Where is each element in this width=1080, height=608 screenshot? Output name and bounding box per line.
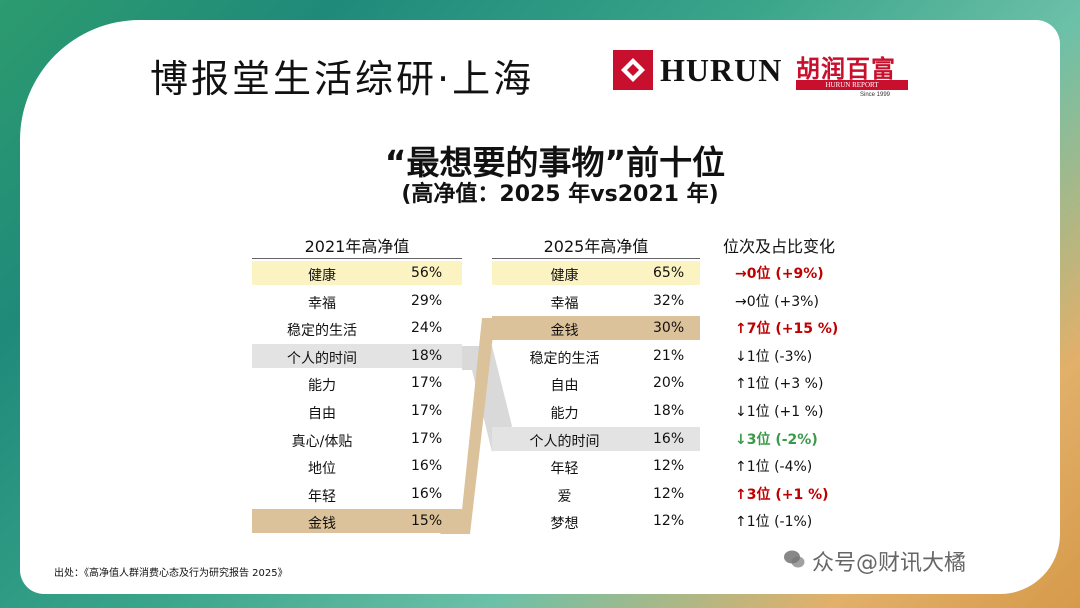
row-2025-label: 金钱 xyxy=(550,323,579,340)
row-2025-label: 健康 xyxy=(550,268,579,284)
row-2021-value: 17% xyxy=(411,430,443,447)
row-2025-label: 稳定的生活 xyxy=(529,350,600,367)
rule-2025 xyxy=(492,258,700,259)
connector-personal-time xyxy=(462,346,512,452)
row-2025-highlight xyxy=(492,261,700,285)
row-2021-label: 能力 xyxy=(308,378,336,395)
row-2025-value: 16% xyxy=(653,430,685,447)
watermark: 众号@财讯大橘 xyxy=(812,551,967,576)
wechat-icon xyxy=(784,550,805,568)
row-2021-label: 地位 xyxy=(308,461,336,478)
row-2021-label: 自由 xyxy=(308,406,336,422)
row-2021-label: 年轻 xyxy=(308,488,336,505)
hurun-wordmark: HURUN xyxy=(660,52,783,88)
row-2025-value: 21% xyxy=(653,347,685,364)
hurun-logo-icon xyxy=(613,50,653,90)
rank-change: ↑3位 (+1 %) xyxy=(735,486,829,503)
connector-money xyxy=(440,318,495,534)
row-2021-label: 稳定的生活 xyxy=(287,323,357,340)
row-2021-highlight xyxy=(252,343,462,368)
row-2021-value: 16% xyxy=(411,458,443,475)
row-2025-highlight xyxy=(492,426,700,451)
rank-change: ↑7位 (+15 %) xyxy=(735,321,839,338)
rank-change: ↓1位 (-3%) xyxy=(735,348,813,365)
row-2025-value: 12% xyxy=(653,485,685,502)
row-2025-label: 能力 xyxy=(550,406,579,422)
row-2025-value: 20% xyxy=(653,375,685,392)
col-head-2021: 2021年高净值 xyxy=(304,237,410,256)
row-2021-label: 个人的时间 xyxy=(287,350,357,367)
row-2025-label: 个人的时间 xyxy=(529,433,600,450)
row-2025-value: 32% xyxy=(653,292,685,309)
rank-change: ↑1位 (-1%) xyxy=(735,514,813,531)
row-2021-label: 真心/体贴 xyxy=(291,433,353,450)
rule-2021 xyxy=(252,258,462,259)
rank-change: ↑1位 (-4%) xyxy=(735,459,813,476)
hurun-cn-logo: 胡润百富 xyxy=(796,55,896,83)
row-2021-value: 17% xyxy=(411,403,443,419)
source-note: 出处：《高净值人群消费心态及行为研究报告 2025》 xyxy=(54,568,288,579)
row-2021-label: 金钱 xyxy=(308,516,336,533)
row-2021-label: 健康 xyxy=(308,268,336,284)
row-2025-label: 幸福 xyxy=(550,295,579,312)
rank-change: →0位 (+9%) xyxy=(735,266,824,282)
row-2025-label: 爱 xyxy=(557,488,572,505)
row-2025-label: 梦想 xyxy=(550,516,579,533)
brand-title: 博报堂生活综研·上海 xyxy=(150,57,535,101)
row-2021-highlight xyxy=(252,509,462,534)
row-2025-value: 12% xyxy=(653,513,685,530)
hurun-since: Since 1999 xyxy=(860,92,891,98)
row-2025-label: 年轻 xyxy=(550,461,579,478)
rank-change: →0位 (+3%) xyxy=(735,293,819,310)
row-2021-value: 56% xyxy=(411,265,443,281)
row-2021-value: 24% xyxy=(411,320,443,337)
hurun-report-logo: HURUN REPORT xyxy=(796,80,908,90)
row-2025-value: 30% xyxy=(653,320,685,337)
row-2021-value: 18% xyxy=(411,347,443,364)
row-2025-value: 65% xyxy=(653,265,685,281)
page-subtitle: (高净值：2025 年vs2021 年) xyxy=(401,182,719,207)
row-2021-label: 幸福 xyxy=(308,295,336,312)
row-2021-value: 29% xyxy=(411,292,443,309)
row-2021-value: 16% xyxy=(411,485,443,502)
row-2025-highlight xyxy=(492,316,700,341)
rank-change: ↓1位 (+1 %) xyxy=(735,404,824,420)
row-2021-highlight xyxy=(252,261,462,285)
rank-change: ↑1位 (+3 %) xyxy=(735,376,824,393)
col-head-change: 位次及占比变化 xyxy=(723,237,836,256)
row-2021-value: 15% xyxy=(411,513,443,530)
row-2021-value: 17% xyxy=(411,375,443,392)
rank-change: ↓3位 (-2%) xyxy=(735,431,818,448)
slide-card xyxy=(20,20,1060,594)
row-2025-value: 12% xyxy=(653,458,685,475)
page-title: “最想要的事物”前十位 xyxy=(384,143,726,182)
col-head-2025: 2025年高净值 xyxy=(543,237,649,256)
row-2025-label: 自由 xyxy=(550,378,579,395)
row-2025-value: 18% xyxy=(653,403,685,419)
